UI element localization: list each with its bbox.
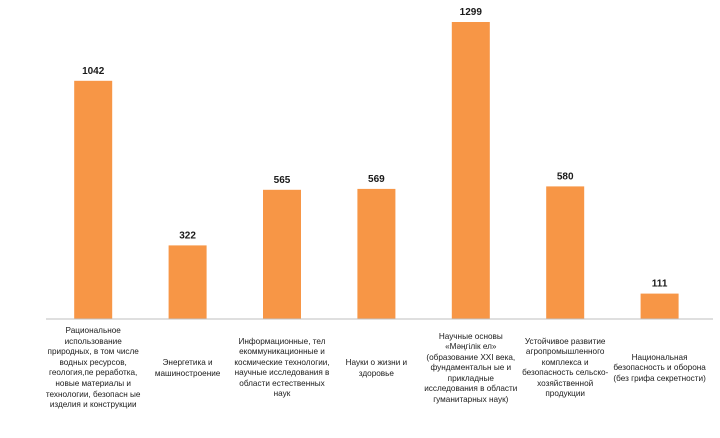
- value-label-0: 1042: [82, 66, 105, 77]
- value-label-2: 565: [274, 175, 291, 186]
- category-label-1: Энергетика и машиностроение: [154, 358, 221, 378]
- bar-6: [640, 293, 679, 319]
- value-label-1: 322: [179, 230, 196, 241]
- category-label-5: Устойчивое развитие агропромышленного ко…: [522, 336, 609, 399]
- category-label-2: Информационные, тел екоммуникационные и …: [234, 336, 330, 399]
- category-label-3: Науки о жизни и здоровье: [345, 358, 408, 378]
- bar-4: [451, 22, 490, 319]
- bar-1: [168, 245, 207, 319]
- value-label-4: 1299: [460, 7, 483, 18]
- category-label-4: Научные основы «Мәңгілік ел» (образовани…: [424, 331, 518, 405]
- value-label-3: 569: [368, 174, 385, 185]
- category-label-0: Рациональное использование природных, в …: [45, 326, 141, 410]
- value-label-6: 111: [652, 279, 668, 290]
- value-labels-group: 1042 322 565 569 1299 580 111: [82, 7, 668, 290]
- bar-2: [263, 189, 301, 319]
- category-label-6: Национальная безопасность и оборона (без…: [613, 352, 706, 383]
- bar-3: [357, 188, 396, 319]
- bar-0: [74, 80, 113, 319]
- bar-5: [546, 186, 585, 319]
- bars-group: [74, 22, 679, 319]
- value-label-5: 580: [557, 171, 574, 182]
